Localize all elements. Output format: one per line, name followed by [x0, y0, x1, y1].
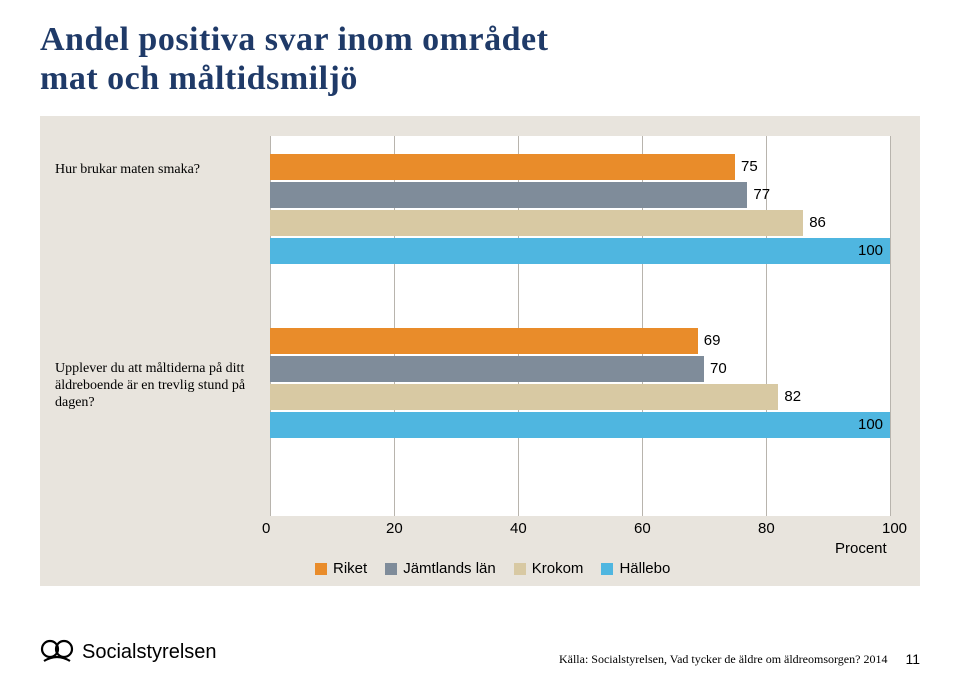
bar	[270, 210, 803, 236]
bar-value: 69	[704, 332, 721, 349]
gridline	[890, 136, 891, 516]
legend-swatch	[514, 563, 526, 575]
xtick: 60	[634, 520, 651, 537]
xtick: 40	[510, 520, 527, 537]
legend-label: Riket	[333, 560, 367, 577]
bar	[270, 154, 735, 180]
logo-text: Socialstyrelsen	[82, 641, 217, 664]
legend-swatch	[315, 563, 327, 575]
bar	[270, 238, 890, 264]
bar-value: 77	[753, 186, 770, 203]
bar	[270, 384, 778, 410]
xtick: 100	[882, 520, 907, 537]
bar-value: 100	[858, 242, 883, 259]
bar	[270, 328, 698, 354]
question-label: Hur brukar maten smaka?	[55, 162, 265, 179]
logo-mark	[40, 637, 74, 667]
xtick: 0	[262, 520, 270, 537]
legend-label: Jämtlands län	[403, 560, 496, 577]
legend-item: Hällebo	[601, 560, 670, 577]
bar-value: 82	[784, 388, 801, 405]
title-line-2: mat och måltidsmiljö	[40, 60, 358, 97]
legend-item: Krokom	[514, 560, 584, 577]
chart-panel: 75 77 86 100 69 70 82 100 Riket Jämtlands län Kro…	[40, 116, 920, 586]
bar	[270, 182, 747, 208]
title-line-1: Andel positiva svar inom området	[40, 21, 548, 58]
bar-value: 75	[741, 158, 758, 175]
legend-item: Riket	[315, 560, 367, 577]
axis-title: Procent	[835, 540, 887, 557]
logo: Socialstyrelsen	[40, 637, 217, 667]
plot-area: 75 77 86 100 69 70 82 100	[270, 136, 890, 516]
page-title: Andel positiva svar inom området mat och…	[40, 20, 920, 98]
question-label: Upplever du att måltiderna på ditt äldre…	[55, 361, 265, 411]
bar-value: 86	[809, 214, 826, 231]
legend-label: Krokom	[532, 560, 584, 577]
xtick: 20	[386, 520, 403, 537]
legend-item: Jämtlands län	[385, 560, 496, 577]
legend: Riket Jämtlands län Krokom Hällebo	[315, 560, 670, 577]
legend-swatch	[385, 563, 397, 575]
bar	[270, 356, 704, 382]
page-number: 11	[905, 651, 920, 667]
bar-value: 70	[710, 360, 727, 377]
legend-swatch	[601, 563, 613, 575]
xtick: 80	[758, 520, 775, 537]
bar-value: 100	[858, 416, 883, 433]
footer: Socialstyrelsen Källa: Socialstyrelsen, …	[40, 637, 920, 667]
source-text: Källa: Socialstyrelsen, Vad tycker de äl…	[559, 652, 887, 667]
legend-label: Hällebo	[619, 560, 670, 577]
bar	[270, 412, 890, 438]
